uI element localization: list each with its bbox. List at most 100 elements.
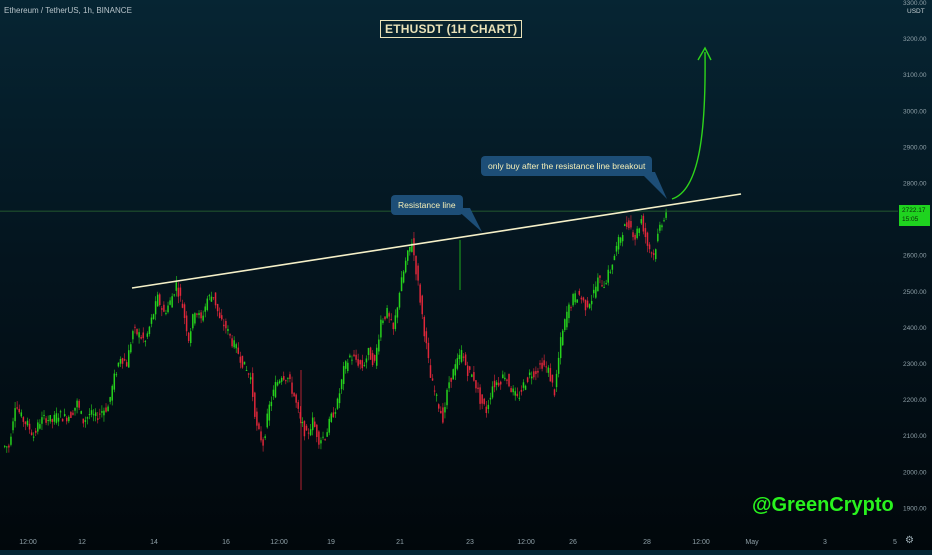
candle-body (216, 303, 219, 312)
candle-body (386, 307, 388, 318)
arrow-up-icon (697, 46, 712, 61)
candle-body (80, 411, 82, 414)
candle-body (260, 431, 262, 441)
candle-body (74, 407, 76, 411)
candle-body (183, 304, 186, 318)
candle-body (90, 410, 93, 415)
candle-body (351, 359, 353, 361)
candle-body (429, 365, 432, 378)
candle-body (392, 322, 395, 330)
candle-body (123, 359, 126, 361)
candle-body (621, 235, 624, 242)
candle-body (599, 275, 601, 278)
candle-body (30, 432, 33, 436)
candle-body (394, 315, 397, 330)
candle-body (586, 300, 589, 308)
x-tick-label: May (745, 539, 759, 546)
candle-body (301, 422, 304, 424)
candle-body (245, 370, 248, 372)
candle-body (340, 379, 343, 390)
candle-body (88, 414, 91, 416)
candle-body (14, 408, 16, 422)
candle-body (582, 297, 585, 301)
candle-body (611, 264, 614, 270)
candle-body (324, 439, 326, 441)
candle-body (659, 224, 661, 231)
candle-body (355, 354, 357, 360)
candle-body (644, 228, 647, 238)
candle-body (334, 412, 337, 414)
candle-body (342, 366, 345, 384)
candle-body (547, 367, 550, 373)
candle-body (419, 284, 421, 303)
candle-body (661, 225, 663, 228)
candle-body (469, 366, 471, 370)
candle-body (41, 417, 43, 424)
breakout-callout: only buy after the resistance line break… (481, 156, 653, 176)
candle-body (483, 398, 485, 405)
candle-body (243, 361, 246, 365)
candle-body (227, 329, 229, 331)
candle-body (628, 220, 630, 229)
x-tick-label: 12:00 (270, 539, 288, 546)
candle-body (237, 347, 240, 354)
candle-body (289, 374, 291, 380)
candle-body (24, 421, 27, 425)
candle-body (566, 311, 568, 328)
candle-body (272, 389, 275, 396)
candle-body (597, 277, 599, 292)
candle-body (495, 382, 498, 385)
candle-body (280, 377, 283, 382)
candle-body (297, 402, 299, 409)
candle-body (369, 347, 372, 360)
candle-body (489, 397, 492, 400)
candle-body (121, 358, 124, 364)
candle-body (156, 294, 159, 307)
candle-body (161, 308, 163, 310)
candle-body (134, 326, 136, 328)
candle-body (322, 436, 324, 438)
candle-body (497, 382, 500, 386)
candle-body (35, 430, 37, 433)
candle-body (47, 420, 49, 422)
candle-body (136, 328, 138, 335)
candle-body (202, 315, 204, 321)
candle-body (314, 421, 316, 427)
candle-body (113, 373, 116, 390)
candle-body (349, 355, 351, 358)
breakout-callout-pointer (640, 172, 667, 199)
candle-body (508, 374, 510, 387)
candle-body (522, 382, 525, 388)
candle-body (198, 313, 200, 315)
x-tick-label: 21 (396, 539, 404, 546)
projection-path (671, 51, 706, 200)
candle-body (130, 344, 132, 353)
candle-body (119, 358, 122, 364)
candle-body (295, 394, 297, 403)
candle-body (210, 296, 213, 302)
candle-body (650, 252, 653, 254)
candle-body (249, 377, 252, 380)
x-tick-label: 23 (466, 539, 474, 546)
candle-body (190, 331, 192, 344)
candle-body (66, 417, 68, 422)
candle-body (12, 421, 14, 431)
gear-icon[interactable]: ⚙ (905, 535, 914, 546)
candle-body (371, 353, 374, 366)
candle-body (431, 378, 434, 381)
candle-body (516, 393, 519, 397)
candle-body (274, 382, 277, 398)
y-tick-label: 3300.00 (903, 0, 927, 7)
candle-body (607, 269, 609, 283)
candle-body (380, 319, 382, 338)
candle-body (185, 315, 188, 332)
candle-body (640, 219, 643, 224)
candle-body (444, 407, 446, 413)
candle-body (61, 418, 64, 422)
candle-body (223, 324, 225, 327)
candle-body (256, 411, 258, 426)
candle-body (57, 417, 60, 422)
candle-body (214, 292, 217, 306)
candle-body (464, 354, 467, 366)
candle-body (287, 377, 289, 379)
